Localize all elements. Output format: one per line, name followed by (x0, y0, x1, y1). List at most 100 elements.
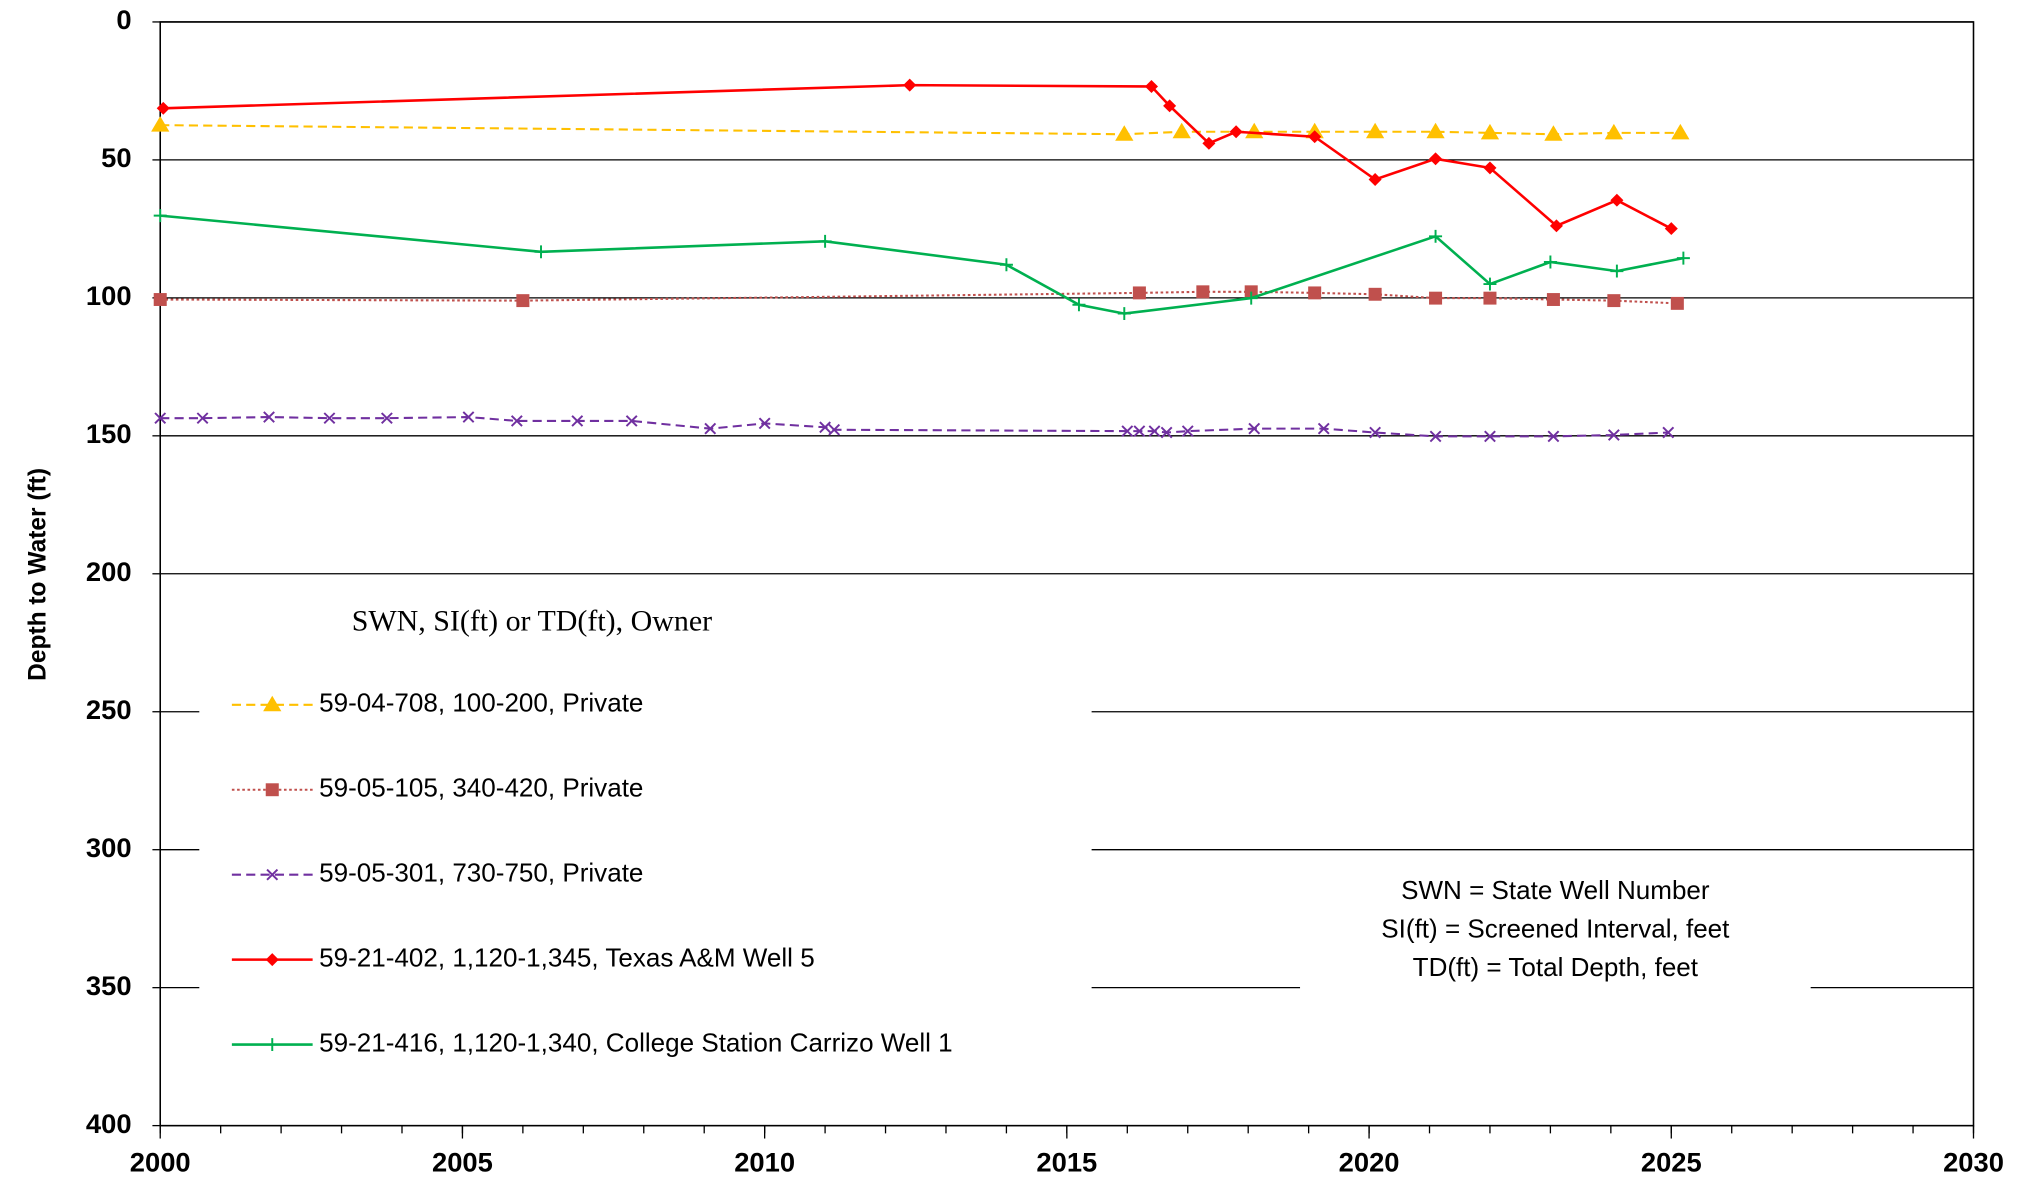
y-tick-label: 250 (86, 694, 132, 725)
marker (151, 116, 170, 132)
x-tick-label: 2015 (1036, 1147, 1097, 1178)
y-tick-label: 200 (86, 556, 132, 587)
marker (1308, 286, 1322, 300)
marker (819, 421, 831, 434)
marker (1366, 122, 1385, 139)
x-tick-label: 2005 (432, 1147, 493, 1178)
marker (510, 415, 523, 427)
marker (1368, 173, 1382, 186)
marker (1426, 122, 1445, 139)
marker (1429, 291, 1443, 305)
marker (1172, 122, 1191, 139)
marker (1181, 425, 1194, 437)
marker (1160, 426, 1173, 439)
y-tick-label: 400 (86, 1108, 132, 1139)
marker (265, 953, 279, 967)
marker (1544, 125, 1563, 141)
marker (1121, 425, 1134, 437)
marker (1368, 287, 1382, 301)
marker (571, 415, 584, 427)
marker (1148, 425, 1161, 437)
marker (1549, 219, 1563, 233)
marker (1429, 430, 1442, 443)
note-line: SI(ft) = Screened Interval, feet (1381, 916, 1730, 944)
y-tick-label: 150 (86, 418, 132, 449)
marker (196, 412, 209, 425)
marker (323, 412, 336, 425)
marker (1196, 285, 1210, 299)
y-tick-label: 50 (101, 142, 131, 173)
marker (1483, 277, 1497, 291)
x-tick-label: 2000 (130, 1147, 191, 1178)
marker (263, 411, 275, 423)
marker (1546, 293, 1560, 306)
marker (625, 415, 638, 427)
marker (1117, 307, 1131, 321)
marker (266, 868, 279, 881)
legend-label: 59-05-301, 730-750, Private (319, 860, 643, 888)
y-tick-label: 350 (86, 970, 132, 1001)
note-box (1300, 862, 1811, 1020)
marker (1543, 255, 1557, 269)
marker (704, 422, 717, 435)
marker (1429, 152, 1443, 166)
y-tick-label: 0 (116, 4, 131, 35)
marker (265, 1038, 279, 1052)
legend-label: 59-21-416, 1,120-1,340, College Station … (319, 1029, 953, 1057)
note-line: TD(ft) = Total Depth, feet (1413, 954, 1699, 982)
marker (1610, 193, 1624, 207)
marker (1480, 123, 1500, 140)
marker (758, 417, 771, 430)
x-tick-label: 2025 (1641, 1147, 1702, 1178)
marker (1604, 123, 1623, 140)
marker (1248, 422, 1261, 435)
marker (1607, 429, 1620, 441)
x-tick-label: 2010 (734, 1147, 795, 1178)
legend-label: 59-04-708, 100-200, Private (319, 690, 643, 718)
x-tick-label: 2030 (1943, 1147, 2004, 1178)
marker (1369, 426, 1382, 439)
marker (1671, 123, 1690, 140)
marker (1607, 294, 1621, 308)
x-tick-label: 2020 (1339, 1147, 1400, 1178)
marker (1676, 251, 1690, 265)
marker (1132, 286, 1146, 300)
marker (534, 245, 548, 259)
legend-label: 59-21-402, 1,120-1,345, Texas A&M Well 5 (319, 945, 815, 973)
marker (828, 423, 841, 436)
y-tick-label: 300 (86, 832, 132, 863)
marker (999, 258, 1013, 272)
marker (156, 101, 170, 115)
note-line: SWN = State Well Number (1401, 877, 1710, 905)
marker (263, 695, 282, 712)
marker (1308, 130, 1322, 144)
marker (1670, 296, 1684, 310)
y-tick-label: 100 (86, 280, 132, 311)
series-line (160, 416, 1669, 438)
marker (1483, 291, 1497, 305)
marker (818, 234, 832, 248)
y-axis-label: Depth to Water (ft) (25, 468, 52, 681)
marker (903, 78, 917, 92)
legend-label: 59-05-105, 340-420, Private (319, 775, 643, 803)
marker (154, 412, 167, 425)
marker (1115, 125, 1134, 141)
marker (462, 411, 475, 423)
marker (380, 412, 393, 425)
marker (153, 293, 167, 306)
plot-frame (159, 21, 1975, 1127)
marker (1664, 222, 1678, 236)
marker (1144, 80, 1158, 93)
marker (153, 209, 167, 223)
marker (1547, 430, 1560, 443)
legend-box (199, 587, 1092, 1085)
series-line (160, 290, 1678, 305)
marker (1072, 298, 1086, 312)
marker (1610, 264, 1624, 278)
marker (1662, 426, 1675, 439)
series-line (160, 214, 1684, 315)
marker (265, 783, 279, 797)
marker (1133, 425, 1146, 437)
